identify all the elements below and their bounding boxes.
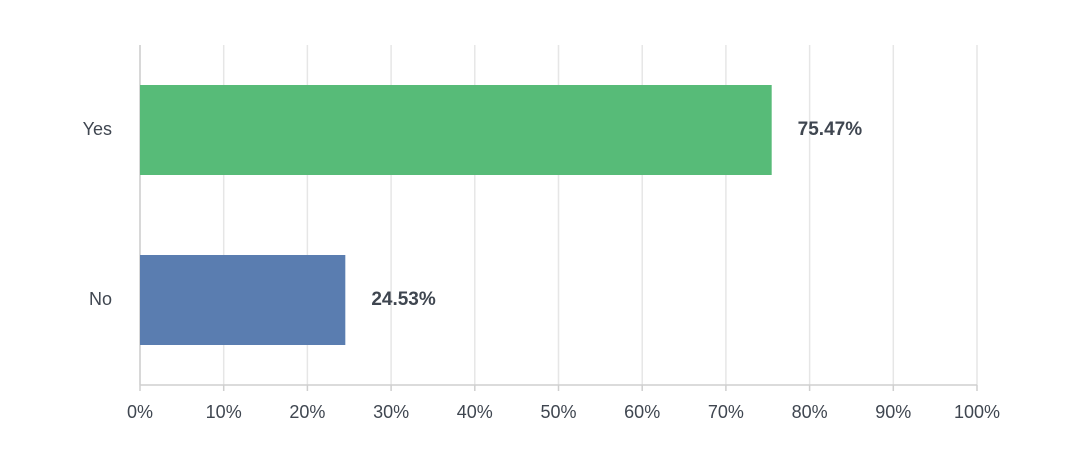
y-tick-label: Yes: [83, 119, 112, 139]
x-tick-label: 90%: [875, 402, 911, 422]
x-tick-label: 0%: [127, 402, 153, 422]
bar: [140, 255, 346, 345]
x-tick-label: 20%: [289, 402, 325, 422]
value-label: 24.53%: [371, 289, 436, 310]
x-tick-label: 30%: [373, 402, 409, 422]
value-label: 75.47%: [798, 119, 863, 140]
x-tick-label: 40%: [457, 402, 493, 422]
bar: [140, 85, 772, 175]
x-tick-label: 60%: [624, 402, 660, 422]
x-tick-label: 70%: [708, 402, 744, 422]
x-tick-label: 50%: [540, 402, 576, 422]
y-tick-label: No: [89, 289, 112, 309]
x-tick-label: 80%: [792, 402, 828, 422]
x-tick-label: 10%: [206, 402, 242, 422]
x-tick-label: 100%: [954, 402, 1000, 422]
